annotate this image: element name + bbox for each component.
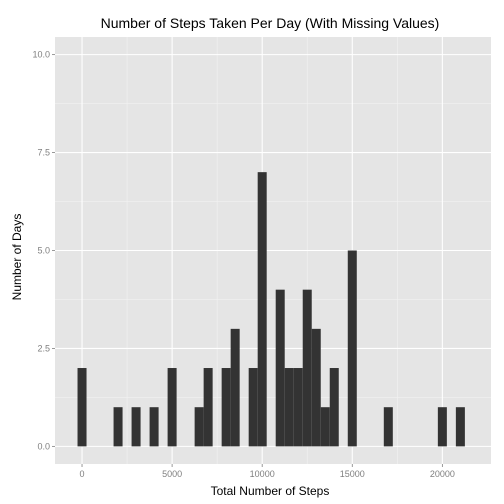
y-tick-label: 5.0 (37, 246, 50, 256)
histogram-bar (284, 368, 294, 447)
histogram-bar (311, 328, 321, 447)
histogram-bar (113, 407, 123, 447)
x-axis-ticks: 0 5000 10000 15000 20000 (80, 464, 455, 479)
bars-group (77, 172, 465, 447)
x-tick-label: 15000 (340, 469, 365, 479)
histogram-bar (293, 368, 303, 447)
y-tick-label: 10.0 (32, 50, 50, 60)
histogram-bar (257, 172, 267, 447)
histogram-bar (455, 407, 465, 447)
histogram-bar (203, 368, 213, 447)
chart-title: Number of Steps Taken Per Day (With Miss… (101, 15, 440, 31)
y-tick-label: 2.5 (37, 343, 50, 353)
histogram-bar (302, 289, 312, 447)
histogram-bar (275, 289, 285, 447)
y-tick-label: 0.0 (37, 441, 50, 451)
histogram-bar (131, 407, 141, 447)
x-tick-label: 5000 (162, 469, 182, 479)
histogram-bar (149, 407, 159, 447)
histogram-bar (248, 368, 258, 447)
histogram-bar (347, 250, 357, 447)
histogram-bar (320, 407, 330, 447)
y-axis-ticks: 0.0 2.5 5.0 7.5 10.0 (32, 50, 55, 451)
histogram-bar (77, 368, 87, 447)
histogram-bar (194, 407, 204, 447)
y-tick-label: 7.5 (37, 148, 50, 158)
x-tick-label: 10000 (250, 469, 275, 479)
histogram-bar (437, 407, 447, 447)
x-axis-title: Total Number of Steps (211, 484, 330, 498)
x-tick-label: 20000 (430, 469, 455, 479)
y-axis-title: Number of Days (10, 214, 24, 301)
x-tick-label: 0 (80, 469, 85, 479)
histogram-bar (221, 368, 231, 447)
histogram-bar (383, 407, 393, 447)
histogram-bar (167, 368, 177, 447)
histogram-bar (230, 328, 240, 447)
histogram-bar (329, 368, 339, 447)
